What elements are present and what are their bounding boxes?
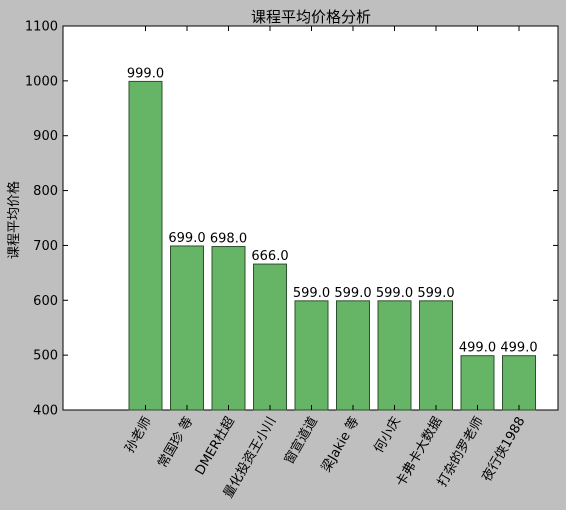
bar xyxy=(128,80,163,411)
bar xyxy=(419,300,453,411)
bar-value-label: 699.0 xyxy=(168,231,205,246)
y-tick-label: 600 xyxy=(33,294,58,309)
bars-group xyxy=(128,80,536,411)
bar xyxy=(294,300,329,411)
chart-title: 课程平均价格分析 xyxy=(251,8,371,26)
bar-value-label: 666.0 xyxy=(251,249,288,264)
bar-value-label: 999.0 xyxy=(127,66,164,81)
y-tick-label: 400 xyxy=(33,404,58,419)
bar xyxy=(377,300,412,411)
bar-value-label: 499.0 xyxy=(459,341,496,356)
y-axis-label: 课程平均价格 xyxy=(6,181,22,259)
y-tick-label: 1000 xyxy=(25,74,58,89)
y-axis: 400 500 600 700 800 900 1000 1100 xyxy=(25,20,558,419)
bar xyxy=(170,245,204,411)
bar xyxy=(253,263,287,411)
bar-value-label: 698.0 xyxy=(210,232,247,247)
bar-value-label: 599.0 xyxy=(334,286,371,301)
y-tick-label: 500 xyxy=(33,349,58,364)
bar-value-label: 599.0 xyxy=(293,286,330,301)
bar-value-label: 599.0 xyxy=(417,286,454,301)
bar xyxy=(460,355,495,411)
y-tick-label: 700 xyxy=(33,239,58,254)
bar-value-label: 499.0 xyxy=(500,341,537,356)
y-tick-label: 800 xyxy=(33,184,58,199)
y-tick-label: 1100 xyxy=(25,20,58,35)
bar-value-label: 599.0 xyxy=(376,286,413,301)
bar xyxy=(502,355,536,411)
data-labels-group: 999.0 699.0 698.0 666.0 599.0 599.0 599.0 599.0… xyxy=(127,66,538,355)
bar xyxy=(336,300,370,411)
bar xyxy=(211,246,246,411)
y-tick-label: 900 xyxy=(33,129,58,144)
